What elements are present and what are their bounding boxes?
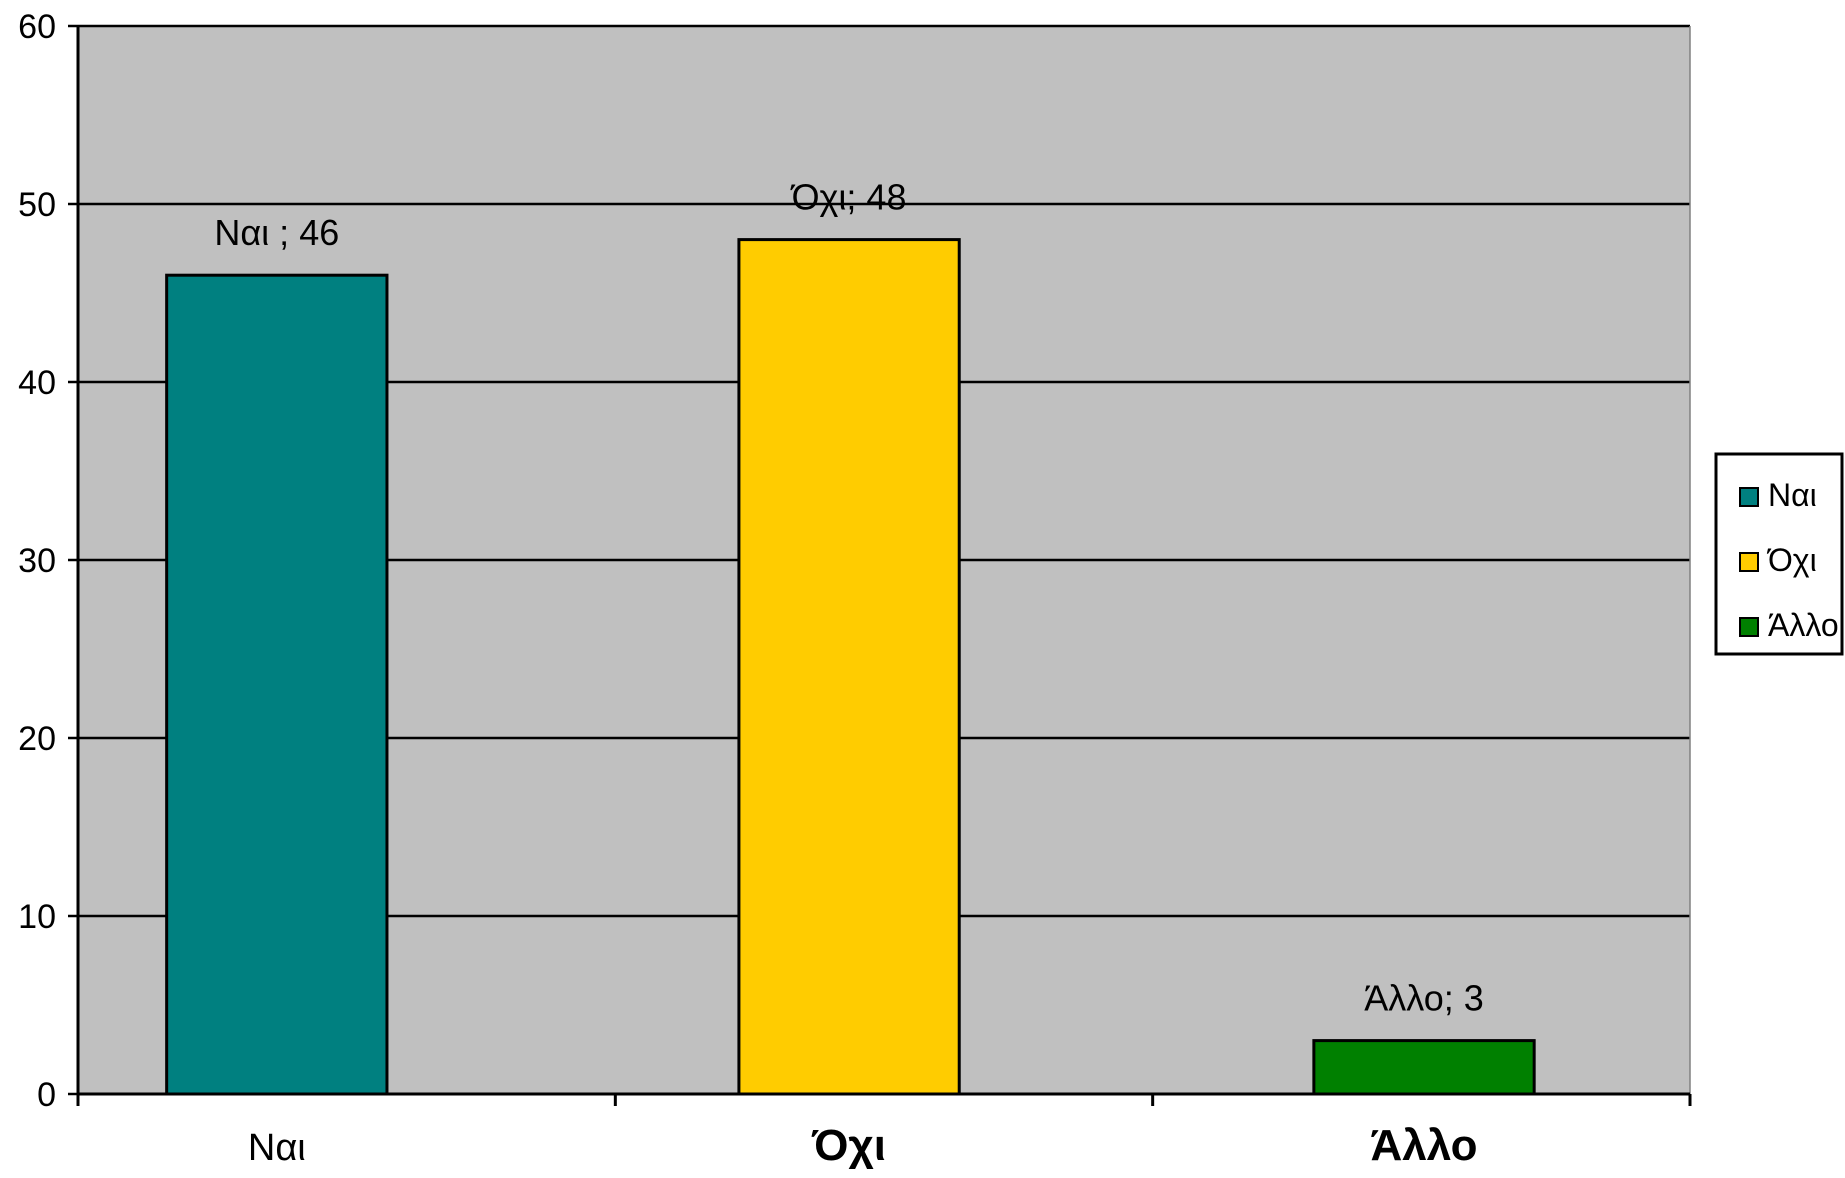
bar-2 xyxy=(737,238,961,1096)
y-tick-label: 30 xyxy=(18,542,56,580)
y-tick-label: 50 xyxy=(18,186,56,224)
legend-label: Ναι xyxy=(1768,477,1817,513)
legend-swatch xyxy=(1739,552,1759,572)
legend-swatch xyxy=(1739,617,1759,637)
data-label: Ναι ; 46 xyxy=(214,212,339,253)
y-tick-label: 10 xyxy=(18,898,56,936)
data-label: Όχι; 48 xyxy=(790,177,907,218)
x-category-label: Ναι xyxy=(248,1127,306,1169)
y-axis: 0 10 20 30 40 50 60 xyxy=(18,8,80,1114)
bar-3 xyxy=(1312,1039,1536,1096)
y-tick-label: 60 xyxy=(18,8,56,46)
bar-1 xyxy=(165,273,389,1096)
x-category-label: Όχι xyxy=(811,1121,886,1170)
x-category-label: Άλλο xyxy=(1370,1121,1477,1170)
legend-label: Άλλο xyxy=(1768,607,1839,643)
x-axis: Ναι Όχι Άλλο xyxy=(76,1092,1692,1170)
bars: Ναι ; 46 Όχι; 48 Άλλο; 3 xyxy=(165,177,1536,1096)
legend-box xyxy=(1714,452,1844,656)
legend: Ναι Όχι Άλλο xyxy=(1714,452,1844,656)
y-tick-label: 40 xyxy=(18,364,56,402)
legend-swatch xyxy=(1739,487,1759,507)
data-label: Άλλο; 3 xyxy=(1364,978,1484,1019)
y-tick-label: 20 xyxy=(18,720,56,758)
legend-label: Όχι xyxy=(1766,542,1817,578)
y-tick-label: 0 xyxy=(37,1076,56,1114)
